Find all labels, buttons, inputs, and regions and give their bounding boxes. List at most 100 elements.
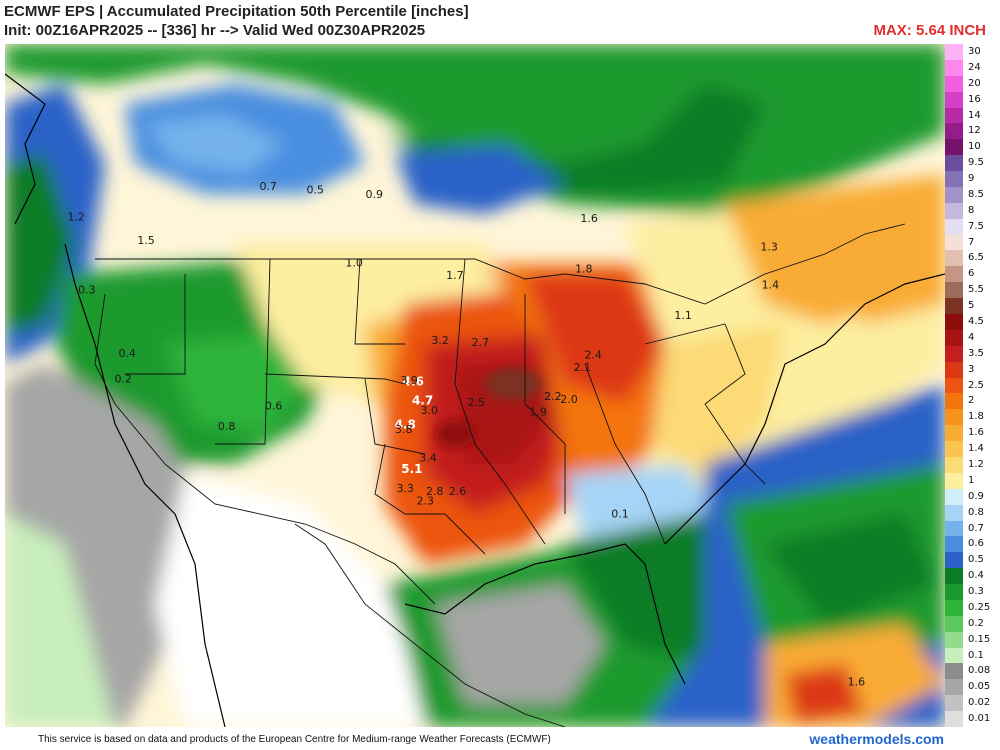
- legend-swatch: [945, 345, 963, 362]
- precip-value-label: 2.0: [560, 393, 578, 406]
- boundary-lines: [94, 223, 906, 727]
- legend-label: 24: [968, 61, 981, 73]
- legend-swatch: [945, 504, 963, 521]
- legend-swatch: [945, 139, 963, 156]
- legend-entry: 2: [945, 393, 1000, 410]
- legend-entry: 10: [945, 139, 1000, 156]
- legend-label: 5: [968, 300, 975, 312]
- legend-label: 14: [968, 109, 981, 121]
- precip-value-label: 0.2: [114, 372, 132, 385]
- legend-label: 7: [968, 236, 975, 248]
- precip-value-label: 4.8: [395, 417, 416, 431]
- legend-swatch: [945, 663, 963, 680]
- legend-swatch: [945, 568, 963, 585]
- legend-label: 0.7: [968, 522, 984, 534]
- legend-label: 0.02: [968, 697, 991, 709]
- legend-label: 6: [968, 268, 975, 280]
- precip-value-label: 1.8: [575, 263, 593, 276]
- legend-label: 12: [968, 125, 981, 137]
- legend-entry: 7: [945, 234, 1000, 251]
- legend-label: 8.5: [968, 188, 984, 200]
- legend-swatch: [945, 329, 963, 346]
- legend-label: 5.5: [968, 284, 984, 296]
- precip-value-label: 1.6: [848, 676, 866, 689]
- legend-entry: 4.5: [945, 314, 1000, 330]
- legend-label: 0.08: [968, 665, 991, 677]
- legend-swatch: [945, 711, 963, 727]
- precip-value-label: 1.7: [446, 269, 464, 282]
- legend-entry: 24: [945, 59, 1000, 76]
- legend-swatch: [945, 456, 963, 473]
- brand-link[interactable]: weathermodels.com: [809, 731, 944, 747]
- legend-label: 4: [968, 331, 975, 343]
- legend-entry: 12: [945, 123, 1000, 140]
- legend-label: 3: [968, 363, 975, 375]
- precip-value-label: 0.5: [306, 183, 324, 196]
- precip-value-label: 4.7: [412, 394, 433, 408]
- legend-swatch: [945, 361, 963, 378]
- precip-value-label: 0.4: [118, 347, 136, 360]
- legend-label: 3.5: [968, 347, 984, 359]
- legend-swatch: [945, 186, 963, 203]
- precip-value-label: 0.9: [366, 188, 384, 201]
- legend-swatch: [945, 536, 963, 553]
- precip-value-label: 1.0: [345, 256, 363, 269]
- legend-swatch: [945, 266, 963, 283]
- legend-swatch: [945, 472, 963, 489]
- legend-swatch: [945, 298, 963, 314]
- legend-entry: 0.02: [945, 695, 1000, 712]
- precip-value-label: 0.6: [265, 399, 283, 412]
- legend-label: 1.8: [968, 411, 984, 423]
- legend-label: 0.2: [968, 617, 984, 629]
- legend-entry: 0.9: [945, 488, 1000, 505]
- legend-swatch: [945, 647, 963, 664]
- precip-value-label: 2.5: [468, 396, 486, 409]
- precip-value-label: 1.9: [529, 406, 547, 419]
- precip-fill-layer: [5, 44, 945, 727]
- precip-value-label: 3.9: [400, 374, 418, 387]
- legend-swatch: [945, 695, 963, 712]
- legend-entry: 0.3: [945, 584, 1000, 600]
- legend-entry: 6.5: [945, 250, 1000, 267]
- legend-entry: 1.8: [945, 409, 1000, 426]
- legend-swatch: [945, 520, 963, 537]
- legend-swatch: [945, 314, 963, 330]
- legend-entry: 2.5: [945, 377, 1000, 394]
- precip-value-label: 1.2: [67, 210, 85, 223]
- precip-value-label: 5.1: [401, 462, 422, 476]
- legend-entry: 3: [945, 361, 1000, 378]
- legend-entry: 5.5: [945, 282, 1000, 299]
- legend-swatch: [945, 91, 963, 108]
- legend-swatch: [945, 393, 963, 410]
- legend-entry: 9: [945, 171, 1000, 187]
- legend-entry: 30: [945, 44, 1000, 60]
- legend-label: 30: [968, 46, 981, 57]
- precip-value-label: 1.3: [760, 241, 778, 254]
- map-subtitle: Init: 00Z16APR2025 -- [336] hr --> Valid…: [4, 22, 426, 39]
- legend-label: 6.5: [968, 252, 984, 264]
- legend-entry: 16: [945, 91, 1000, 108]
- legend-entry: 0.4: [945, 568, 1000, 585]
- legend-label: 0.8: [968, 506, 984, 518]
- precipitation-map: 4.8 5.1 4.7 4.6 3.9 3.8 3.2 3.0 2.5 2.7 2.2 2.0 1.9 1…: [5, 44, 945, 727]
- legend-entry: 0.01: [945, 711, 1000, 727]
- legend-label: 20: [968, 77, 981, 89]
- legend-entry: 1: [945, 472, 1000, 489]
- legend-label: 9.5: [968, 157, 984, 169]
- legend-swatch: [945, 282, 963, 299]
- precip-value-label: 1.6: [580, 212, 598, 225]
- legend-label: 16: [968, 93, 981, 105]
- precip-value-label: 0.3: [78, 283, 96, 296]
- legend-swatch: [945, 488, 963, 505]
- precip-value-label: 2.6: [449, 485, 467, 498]
- legend-swatch: [945, 202, 963, 219]
- legend-swatch: [945, 599, 963, 616]
- precip-value-label: 3.8: [395, 423, 413, 436]
- map-title: ECMWF EPS | Accumulated Precipitation 50…: [4, 3, 469, 20]
- legend-entry: 0.7: [945, 520, 1000, 537]
- legend-swatch: [945, 409, 963, 426]
- legend-swatch: [945, 59, 963, 76]
- legend-entry: 0.2: [945, 615, 1000, 632]
- legend-entry: 1.4: [945, 441, 1000, 457]
- precip-value-label: 1.4: [762, 279, 780, 292]
